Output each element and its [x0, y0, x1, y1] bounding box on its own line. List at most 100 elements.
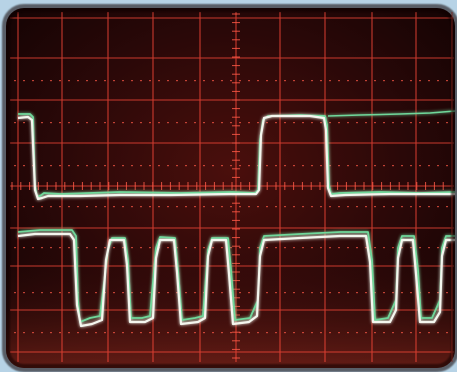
graticule-dot: [392, 247, 394, 249]
graticule-dot: [239, 122, 241, 124]
graticule-dot: [374, 165, 376, 167]
graticule-dot: [149, 247, 151, 249]
graticule-dot: [302, 247, 304, 249]
graticule-dot: [122, 332, 124, 334]
trace-upper-white: [17, 114, 455, 201]
graticule-dot: [23, 247, 25, 249]
graticule-dot: [365, 292, 367, 294]
graticule-dot: [95, 165, 97, 167]
graticule-dot: [419, 332, 421, 334]
graticule-dot: [383, 122, 385, 124]
graticule-dot: [356, 292, 358, 294]
graticule-dot: [392, 292, 394, 294]
graticule-dot: [293, 292, 295, 294]
graticule-dot: [320, 165, 322, 167]
graticule-dot: [311, 332, 313, 334]
graticule-dot: [356, 332, 358, 334]
graticule-dot: [167, 206, 169, 208]
graticule-dot: [104, 206, 106, 208]
graticule-dot: [329, 332, 331, 334]
graticule-dot: [68, 80, 70, 82]
graticule-dot: [275, 292, 277, 294]
graticule-dot: [176, 80, 178, 82]
graticule-dot: [419, 247, 421, 249]
graticule-dot: [131, 247, 133, 249]
graticule-dot: [131, 122, 133, 124]
graticule-dot: [14, 80, 16, 82]
graticule-dot: [275, 332, 277, 334]
graticule-dot: [185, 247, 187, 249]
graticule-dot: [149, 332, 151, 334]
graticule-dot: [392, 332, 394, 334]
graticule-dot: [356, 165, 358, 167]
graticule-dotted-lines: [14, 80, 448, 334]
graticule-dot: [347, 292, 349, 294]
graticule-dot: [257, 206, 259, 208]
graticule-dot: [383, 165, 385, 167]
graticule-dot: [203, 332, 205, 334]
graticule-dot: [77, 165, 79, 167]
graticule-dot: [167, 247, 169, 249]
graticule-dot: [428, 332, 430, 334]
graticule-dot: [284, 165, 286, 167]
graticule-dot: [239, 80, 241, 82]
graticule-dot: [248, 80, 250, 82]
graticule-dot: [77, 332, 79, 334]
graticule-dot: [212, 247, 214, 249]
graticule-dot: [140, 292, 142, 294]
graticule-dot: [68, 247, 70, 249]
graticule-dot: [176, 292, 178, 294]
graticule-dot: [41, 122, 43, 124]
graticule-dot: [410, 122, 412, 124]
graticule-dot: [212, 206, 214, 208]
graticule-dot: [266, 292, 268, 294]
graticule-dot: [176, 122, 178, 124]
graticule-dot: [248, 332, 250, 334]
graticule-dot: [257, 247, 259, 249]
graticule-dot: [167, 80, 169, 82]
graticule-dot: [284, 80, 286, 82]
graticule-dot: [248, 165, 250, 167]
graticule-dot: [311, 165, 313, 167]
graticule-dot: [410, 165, 412, 167]
graticule-dot: [167, 165, 169, 167]
graticule-dot: [68, 206, 70, 208]
graticule-dot: [131, 165, 133, 167]
graticule-dot: [392, 165, 394, 167]
graticule-dot: [23, 165, 25, 167]
graticule-dot: [437, 165, 439, 167]
graticule-dot: [95, 80, 97, 82]
graticule-dot: [266, 165, 268, 167]
graticule-dot: [293, 122, 295, 124]
graticule-dot: [158, 332, 160, 334]
graticule-dot: [212, 80, 214, 82]
graticule-dot: [230, 80, 232, 82]
graticule-dot: [176, 247, 178, 249]
graticule-dot: [356, 122, 358, 124]
graticule-dot: [365, 165, 367, 167]
graticule-dot: [113, 332, 115, 334]
graticule-dot: [176, 165, 178, 167]
graticule-dot: [41, 165, 43, 167]
graticule-dot: [437, 80, 439, 82]
graticule-dot: [14, 292, 16, 294]
graticule-dot: [284, 247, 286, 249]
graticule-dot: [77, 206, 79, 208]
graticule-dot: [446, 292, 448, 294]
graticule-dot: [392, 80, 394, 82]
graticule-dot: [365, 80, 367, 82]
graticule-dot: [419, 165, 421, 167]
graticule-center-ticks: [11, 13, 444, 359]
graticule-dot: [347, 247, 349, 249]
graticule-dot: [185, 332, 187, 334]
graticule-dot: [437, 247, 439, 249]
graticule-dot: [275, 122, 277, 124]
graticule-dot: [239, 332, 241, 334]
graticule-dot: [104, 247, 106, 249]
graticule-dot: [446, 80, 448, 82]
graticule-dot: [383, 80, 385, 82]
graticule-dot: [194, 332, 196, 334]
graticule-dot: [374, 332, 376, 334]
graticule-dot: [212, 292, 214, 294]
graticule-dot: [302, 292, 304, 294]
